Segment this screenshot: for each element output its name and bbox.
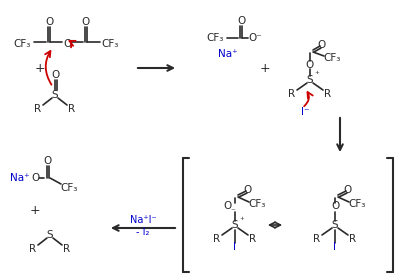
Text: Na⁺I⁻: Na⁺I⁻ [130,215,156,225]
Text: R: R [288,89,296,99]
Text: +: + [35,61,45,74]
Text: O: O [237,16,245,26]
Text: +: + [30,203,40,217]
Text: CF₃: CF₃ [101,39,119,49]
Text: O: O [331,201,339,211]
Text: CF₃: CF₃ [348,199,366,209]
Text: CF₃: CF₃ [248,199,266,209]
Text: - I₂: - I₂ [136,227,150,237]
Text: CF₃: CF₃ [323,53,341,63]
Text: O: O [31,173,39,183]
Text: R: R [314,234,320,244]
Text: R: R [350,234,356,244]
Text: +: + [260,61,270,74]
Text: O: O [51,70,59,80]
Text: Na⁺: Na⁺ [10,173,30,183]
Text: O: O [82,17,90,27]
Text: S: S [232,220,238,230]
Text: ⁺: ⁺ [315,71,319,80]
Text: O: O [223,201,231,211]
Text: R: R [64,244,70,254]
Text: O: O [44,156,52,166]
Text: O: O [318,40,326,50]
Text: CF₃: CF₃ [13,39,31,49]
Text: O: O [45,17,53,27]
Text: R: R [214,234,220,244]
Text: I: I [334,242,336,252]
Text: CF₃: CF₃ [60,183,78,193]
Text: R: R [324,89,332,99]
Text: S: S [332,220,338,230]
Text: R: R [30,244,36,254]
Text: O: O [306,60,314,70]
Text: Na⁺: Na⁺ [218,49,238,59]
Text: I: I [234,242,236,252]
Text: S: S [307,75,313,85]
Text: O: O [244,185,252,195]
Text: R: R [250,234,256,244]
Text: O⁻: O⁻ [248,33,262,43]
Text: CF₃: CF₃ [206,33,224,43]
Text: R: R [34,104,42,114]
Text: ⁺: ⁺ [240,215,244,225]
Text: S: S [47,230,53,240]
Text: ⁻: ⁻ [231,208,235,217]
Text: I⁻: I⁻ [301,107,309,117]
Text: O: O [344,185,352,195]
Text: O: O [63,39,71,49]
Text: R: R [68,104,76,114]
Text: S: S [52,90,58,100]
